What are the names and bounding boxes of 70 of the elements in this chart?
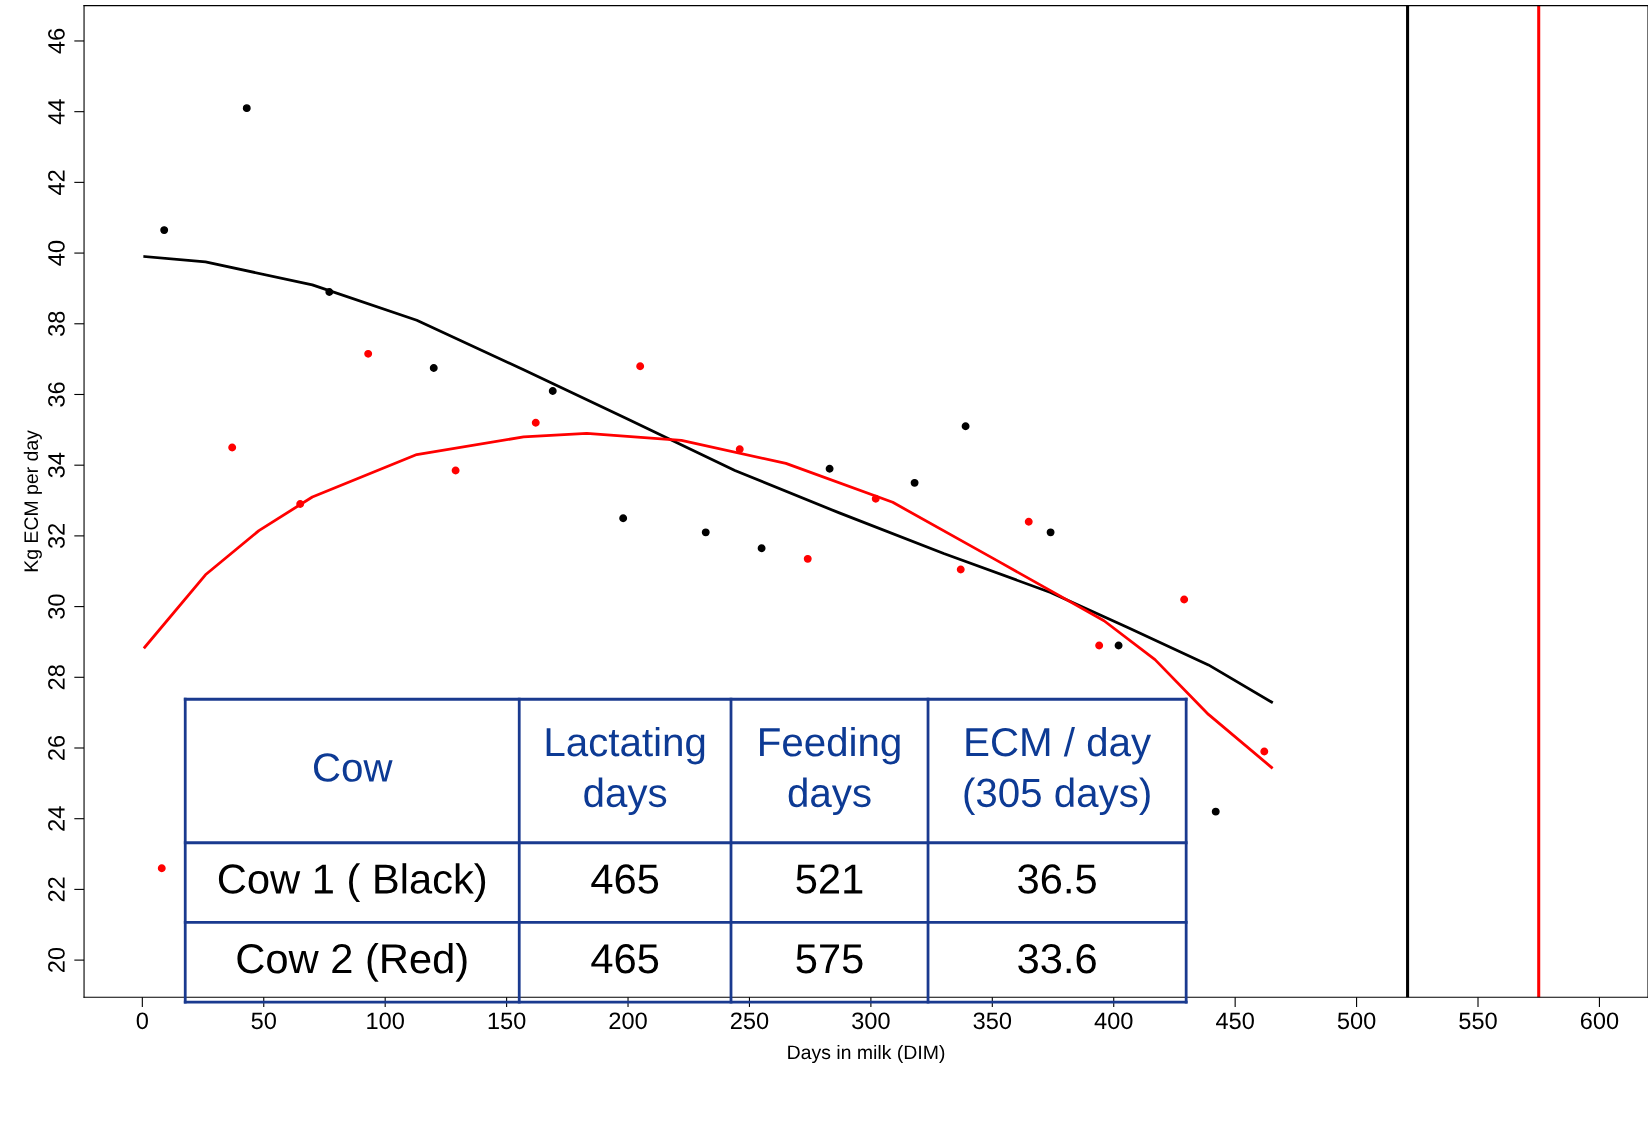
- annotation: 465: [591, 864, 659, 894]
- x-tick-label: 100: [367, 1012, 404, 1030]
- point: [961, 422, 970, 431]
- y-tick-label: 36: [48, 382, 65, 407]
- point: [1211, 807, 1220, 816]
- y-tick-label: 22: [48, 877, 65, 902]
- point: [228, 443, 237, 452]
- point: [757, 544, 766, 553]
- y-tick-label: 28: [48, 665, 65, 690]
- annotation: Cow: [313, 753, 393, 782]
- point: [825, 464, 834, 473]
- annotation: 33.6: [1018, 944, 1096, 974]
- x-tick-label: 600: [1580, 1012, 1619, 1030]
- annotation: 575: [796, 944, 863, 974]
- y-tick-label: 30: [48, 594, 65, 619]
- y-tick-label: 46: [48, 28, 65, 54]
- y-tick-label: 24: [48, 806, 65, 831]
- x-tick-label: 350: [973, 1012, 1012, 1030]
- point: [1114, 641, 1123, 650]
- point: [871, 494, 880, 503]
- point: [1260, 747, 1269, 756]
- y-tick-label: 34: [48, 452, 65, 478]
- point: [619, 514, 628, 523]
- x-tick-label: 450: [1216, 1012, 1254, 1030]
- point: [803, 554, 812, 563]
- annotation: 465: [591, 944, 659, 974]
- point: [1180, 595, 1189, 604]
- point: [531, 418, 540, 427]
- point: [636, 362, 645, 371]
- point: [735, 445, 744, 454]
- x-tick-label: 150: [488, 1012, 526, 1030]
- y-tick-label: 38: [48, 311, 65, 337]
- x-tick-label: 200: [609, 1012, 647, 1030]
- annotation: Cow 2 (Red): [237, 942, 467, 982]
- point: [157, 864, 166, 873]
- x-tick-label: 0: [136, 1012, 148, 1030]
- annotation: Lactating days: [546, 726, 705, 816]
- point: [325, 288, 334, 296]
- point: [364, 349, 373, 358]
- point: [1024, 517, 1033, 526]
- x-tick-label: 550: [1459, 1012, 1497, 1030]
- point: [956, 565, 965, 574]
- y-tick-label: 20: [48, 947, 65, 973]
- point: [429, 364, 438, 372]
- point: [242, 104, 251, 113]
- point: [451, 466, 460, 475]
- x-tick-label: 250: [730, 1012, 769, 1030]
- annotation: Feeding days: [760, 726, 900, 816]
- y-tick-label: 26: [48, 735, 65, 760]
- point: [296, 500, 305, 509]
- point: [1095, 641, 1104, 650]
- point: [910, 478, 919, 487]
- x-tick-label: 300: [852, 1012, 890, 1030]
- y-tick-label: 44: [48, 99, 65, 125]
- y-tick-label: 42: [48, 170, 65, 195]
- annotation: ECM / day (305 days): [964, 726, 1152, 816]
- x-tick-label: 500: [1337, 1012, 1376, 1030]
- annotation: 521: [796, 864, 863, 894]
- point: [1046, 528, 1055, 537]
- point: [701, 528, 710, 537]
- y-tick-label: 32: [48, 523, 65, 549]
- x-tick-label: 50: [251, 1012, 276, 1030]
- x-tick-label: 400: [1094, 1012, 1133, 1030]
- y-axis-title: Kg ECM per day: [23, 430, 42, 572]
- x-axis-title: Days in milk (DIM): [788, 1044, 945, 1064]
- annotation: Cow 1 ( Black): [218, 863, 486, 902]
- point: [548, 386, 557, 395]
- annotation: 36.5: [1018, 864, 1096, 894]
- point: [160, 226, 169, 235]
- y-tick-label: 40: [48, 240, 65, 266]
